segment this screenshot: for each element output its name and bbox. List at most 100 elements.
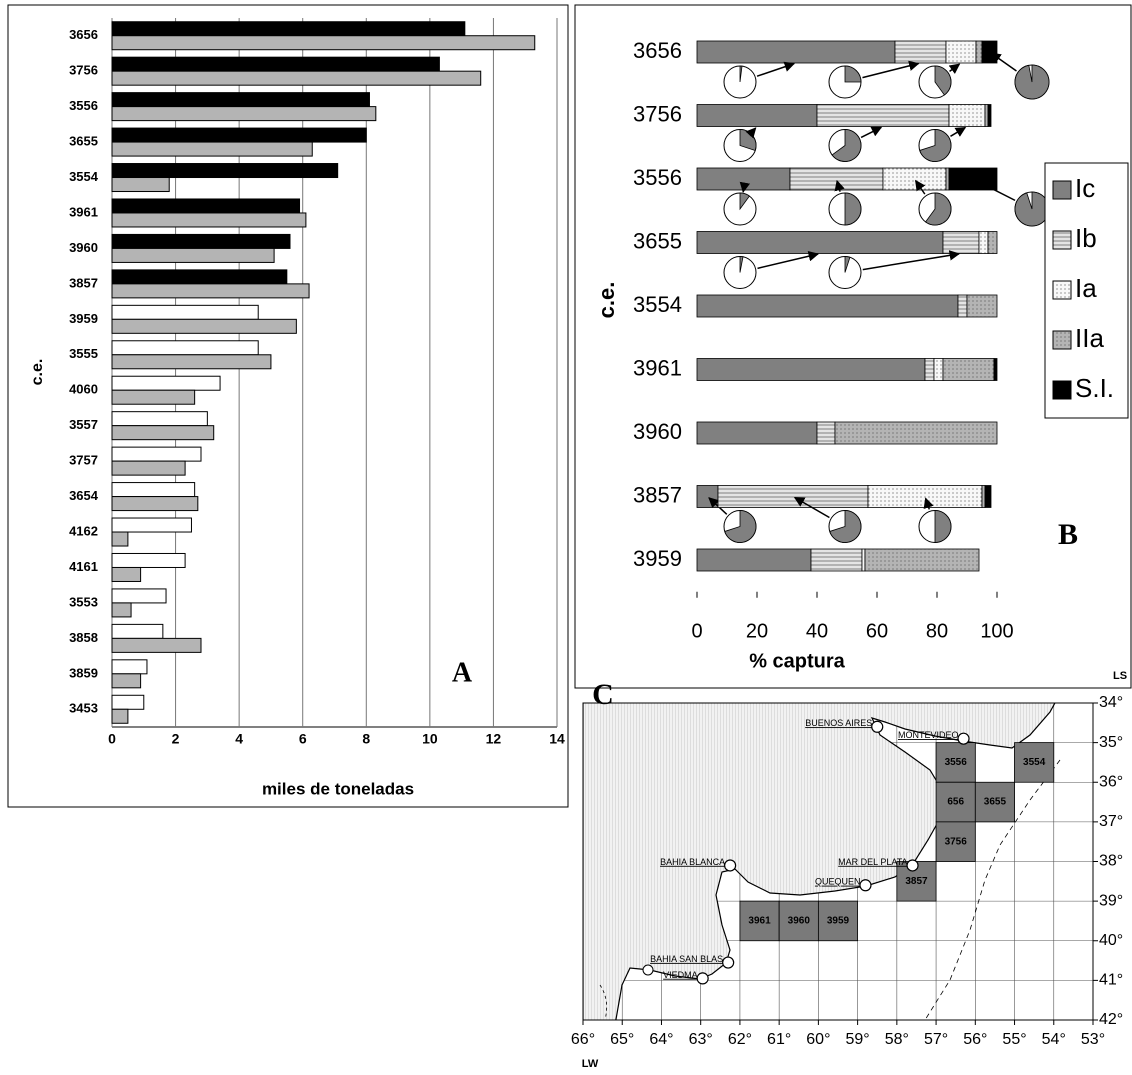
x-tick-label: 6	[299, 731, 307, 747]
arrow	[862, 250, 961, 271]
pie-slice	[934, 510, 952, 543]
bar-segment	[696, 294, 959, 318]
bar	[111, 623, 164, 639]
y-tick-label: 3555	[69, 346, 98, 361]
bar-segment	[696, 104, 818, 127]
legend-swatch	[1052, 280, 1072, 300]
bar	[111, 411, 208, 427]
y-tick-label: 35°	[1099, 734, 1123, 751]
x-axis-label: LW	[582, 1058, 599, 1070]
bar	[111, 56, 440, 72]
x-tick-label: 66°	[571, 1031, 595, 1048]
bar	[111, 233, 291, 249]
bar	[111, 340, 259, 356]
cell-label: 3655	[984, 797, 1007, 808]
bar	[111, 283, 310, 299]
y-tick-label: 4161	[69, 559, 98, 574]
bar-segment	[882, 167, 947, 191]
bar-segment	[981, 485, 986, 508]
bar-segment	[975, 40, 983, 64]
y-tick-label: 3557	[69, 417, 98, 432]
y-tick-label: 36°	[1099, 773, 1123, 790]
map-cells: 3556 3554 656 3655 3756 3857 3961 3960 3959	[739, 742, 1055, 942]
legend-label: Ib	[1075, 223, 1097, 253]
x-tick-label: 58°	[885, 1031, 909, 1048]
y-tick-label: 41°	[1099, 972, 1123, 989]
bar-segment	[993, 358, 998, 381]
y-axis-label: LS	[1113, 670, 1127, 682]
x-tick-label: 60°	[806, 1031, 830, 1048]
arrow	[834, 179, 845, 192]
cell-label: 3959	[827, 916, 850, 927]
place-marker	[724, 859, 737, 872]
bar	[111, 708, 129, 724]
bar-segment	[987, 104, 992, 127]
pie-slice	[739, 256, 744, 273]
y-tick-label: 3656	[69, 27, 98, 42]
place-marker	[859, 879, 872, 892]
x-tick-label: 62°	[728, 1031, 752, 1048]
x-tick-label: 59°	[846, 1031, 870, 1048]
x-tick-label: 14	[549, 731, 565, 747]
bar	[111, 198, 301, 214]
bar	[111, 212, 307, 228]
bar-segment	[924, 358, 935, 381]
arrow	[860, 126, 883, 139]
place-label: VIEDMA	[663, 970, 698, 980]
bar-segment	[981, 40, 998, 64]
legend-swatch	[1052, 330, 1072, 350]
cell-label: 656	[947, 797, 964, 808]
bar	[111, 70, 482, 86]
bar	[111, 269, 288, 285]
pie-slice	[844, 192, 862, 226]
bar-segment	[867, 485, 983, 508]
place-marker	[871, 720, 884, 733]
bar	[111, 531, 129, 547]
contour	[599, 984, 608, 1020]
bar	[111, 517, 192, 533]
y-tick-label: 3556	[69, 98, 98, 113]
y-tick-label: 3757	[69, 453, 98, 468]
cell-label: 3961	[748, 916, 771, 927]
bar	[111, 106, 377, 122]
panel-a-frame	[7, 4, 569, 808]
arrow	[990, 52, 1017, 72]
bar	[111, 552, 186, 568]
y-tick-label: 3556	[633, 165, 682, 190]
y-tick-label: 4162	[69, 523, 98, 538]
legend-swatch	[1052, 230, 1072, 250]
cell-label: 3756	[945, 836, 968, 847]
pie-slice	[724, 510, 757, 543]
y-tick-label: 3857	[633, 482, 682, 507]
y-tick-label: 3959	[633, 546, 682, 571]
bar-segment	[945, 167, 950, 191]
bar	[111, 637, 202, 653]
y-tick-label: 34°	[1099, 694, 1123, 711]
cell	[778, 900, 819, 942]
x-tick-label: 54°	[1042, 1031, 1066, 1048]
bar-segment	[948, 104, 986, 127]
cell-label: 3554	[1023, 757, 1046, 768]
shelf-break	[924, 759, 1061, 1020]
bar-segment	[696, 421, 818, 445]
bar-segment	[966, 294, 998, 318]
bar	[111, 177, 170, 193]
y-tick-label: 3961	[633, 355, 682, 380]
x-tick-label: 0	[691, 620, 702, 642]
bar	[111, 141, 313, 157]
pie-slice	[844, 65, 862, 83]
x-tick-label: 64°	[649, 1031, 673, 1048]
x-tick-label: 20	[746, 620, 768, 642]
bar-segment	[942, 358, 995, 381]
bar	[111, 354, 272, 370]
bar	[111, 446, 202, 462]
cell	[1014, 742, 1055, 783]
arrow	[757, 251, 820, 270]
pie-slice	[1014, 64, 1050, 100]
place-marker	[906, 859, 919, 872]
bar-segment	[978, 231, 989, 254]
bar-segment	[984, 485, 992, 508]
bar	[111, 425, 215, 441]
y-tick-label: 3655	[69, 134, 98, 149]
y-tick-label: 39°	[1099, 892, 1123, 909]
